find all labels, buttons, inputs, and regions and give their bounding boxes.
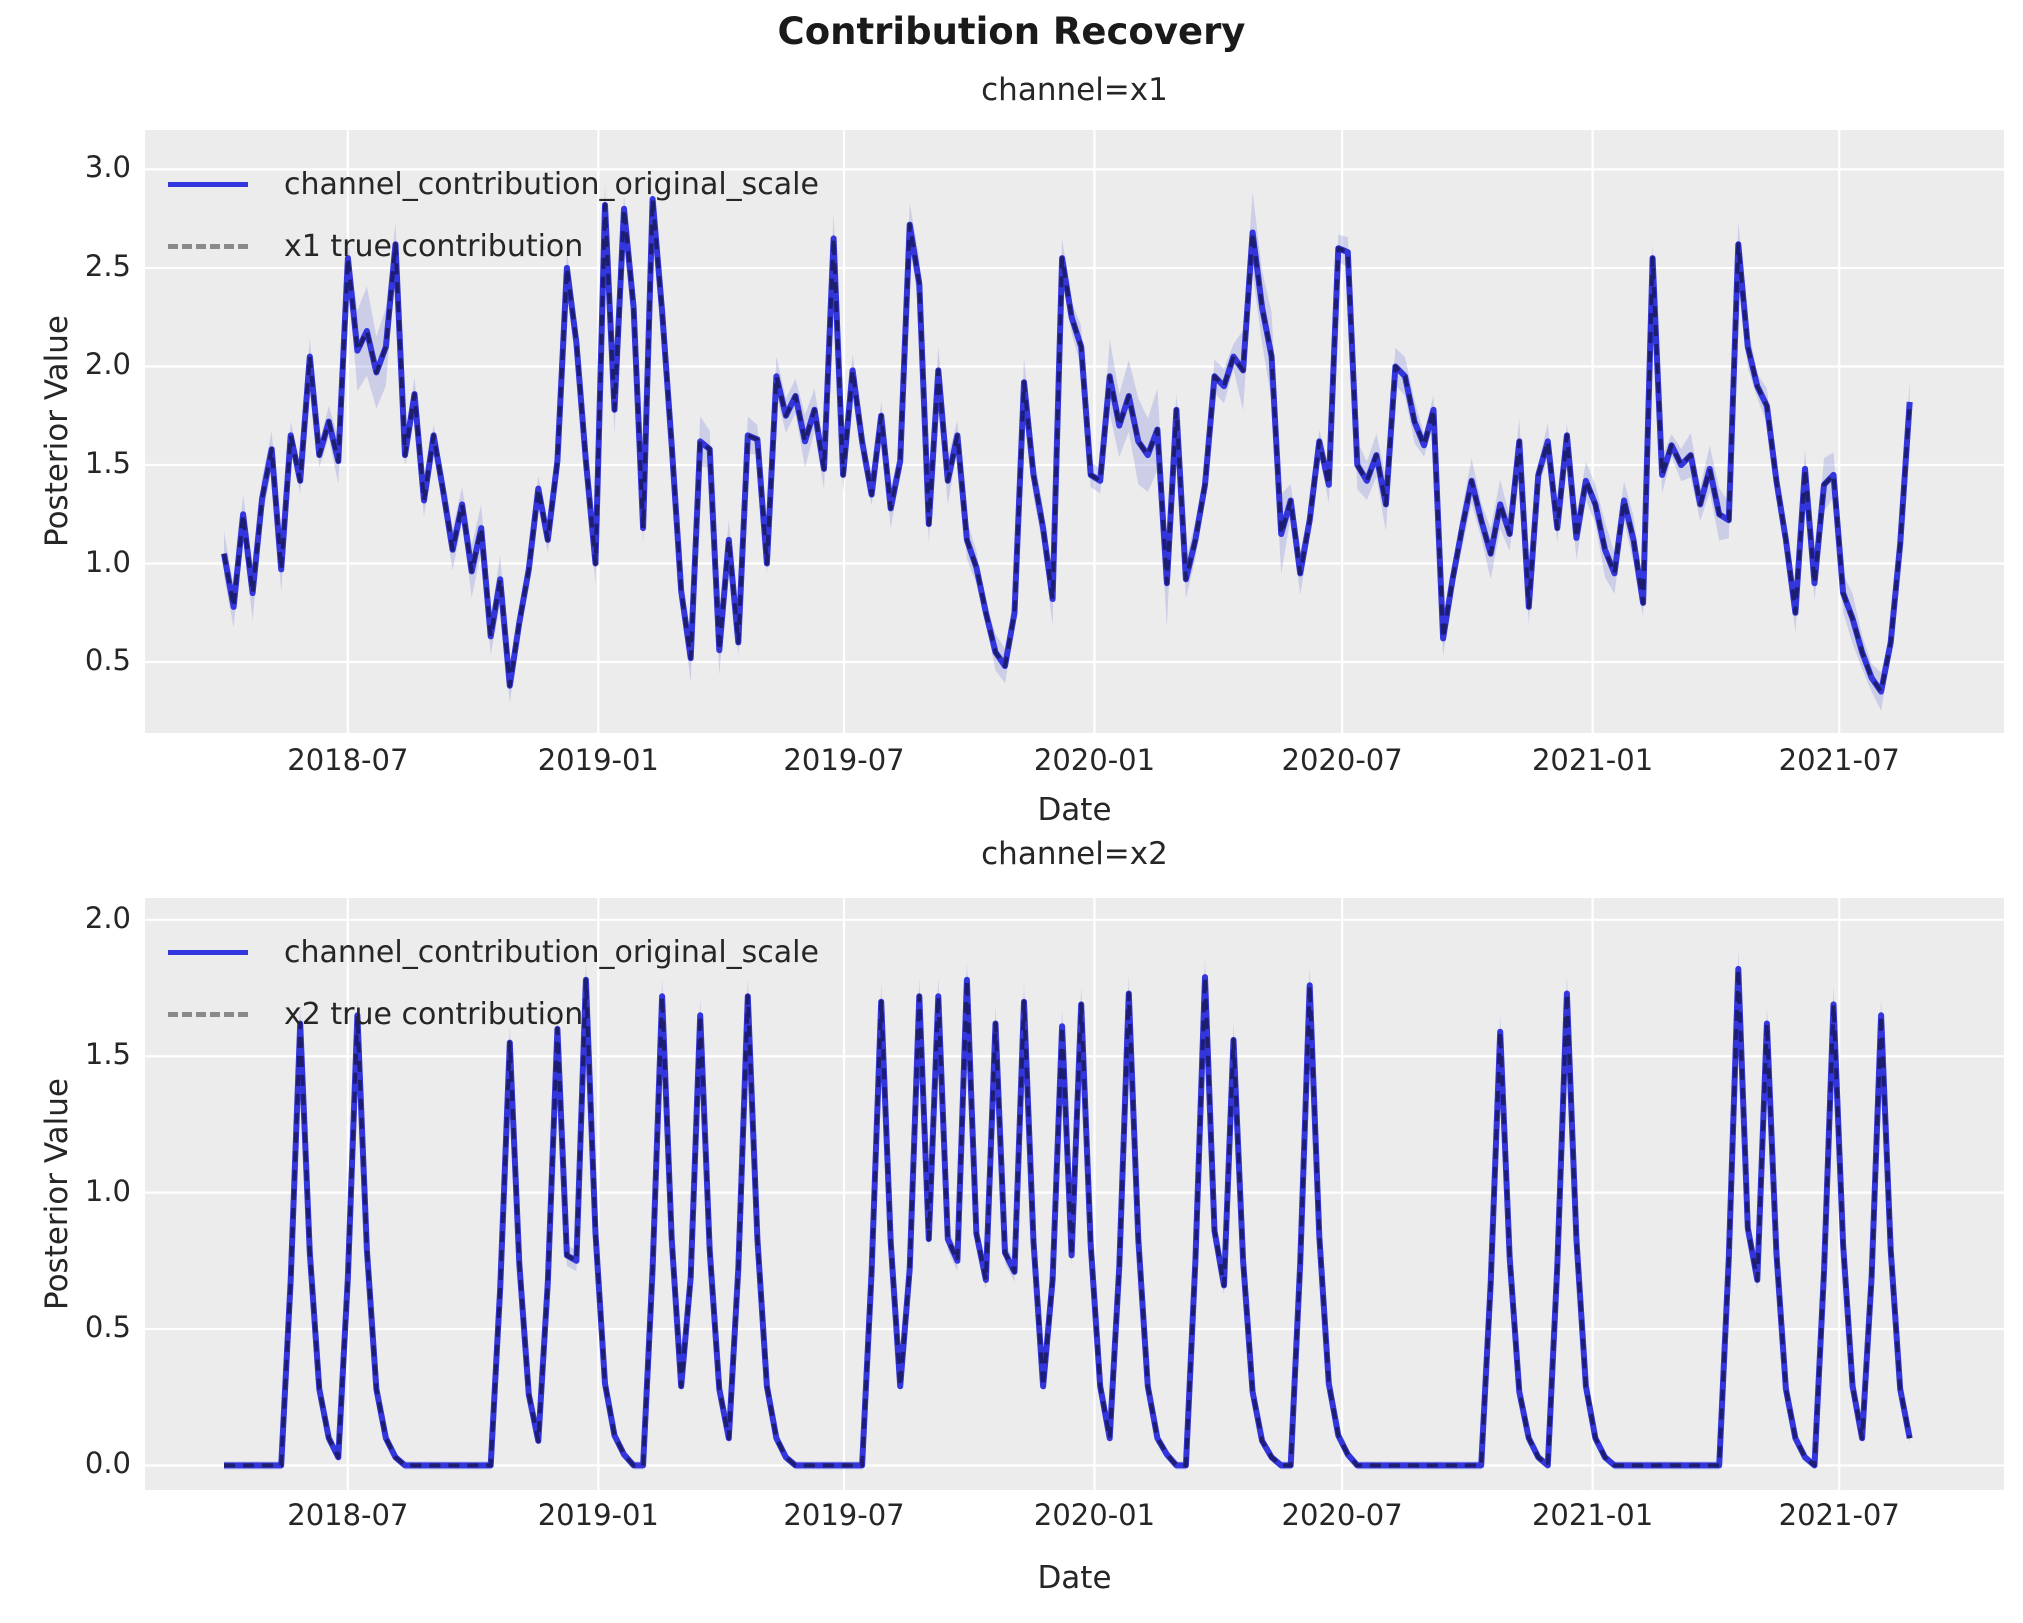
x-tick-label: 2021-07 (1778, 743, 1900, 777)
legend-entry-posterior-x2: channel_contribution_original_scale (168, 935, 819, 970)
y-tick-label: 0.5 (84, 643, 131, 678)
x-tick-label: 2018-07 (287, 743, 409, 777)
x-tick-label: 2019-07 (783, 743, 905, 777)
y-tick-label: 0.5 (84, 1310, 131, 1345)
x-tick-label: 2020-07 (1281, 743, 1403, 777)
x-tick-label: 2021-01 (1531, 1498, 1654, 1532)
x-tick-label: 2021-07 (1778, 1498, 1900, 1532)
figure-title: Contribution Recovery (777, 10, 1246, 53)
x-tick-label: 2019-01 (537, 1498, 659, 1532)
y-tick-label: 3.0 (84, 150, 131, 185)
x-tick-label: 2020-07 (1281, 1498, 1403, 1532)
legend-entry-true-x2: x2 true contribution (168, 997, 819, 1032)
y-tick-label: 1.5 (84, 446, 131, 480)
legend-line-solid-icon (168, 950, 248, 955)
plot-area-x2 (145, 898, 2004, 1490)
true-contribution-line (224, 966, 1912, 1468)
x-tick-label: 2021-01 (1531, 743, 1654, 777)
y-tick-label: 1.5 (84, 1037, 131, 1072)
legend-x1: channel_contribution_original_scale x1 t… (168, 167, 819, 264)
x-axis-label-x2: Date (1037, 1560, 1112, 1596)
legend-entry-true-x1: x1 true contribution (168, 229, 819, 264)
legend-label-true-x2: x2 true contribution (284, 997, 584, 1032)
x-tick-label: 2020-01 (1033, 743, 1156, 777)
subplot-title-x2: channel=x2 (981, 836, 1168, 872)
posterior-line (224, 965, 1913, 1469)
x-tick-label: 2020-01 (1033, 1498, 1156, 1532)
y-tick-label: 2.0 (84, 347, 131, 382)
y-tick-label: 2.0 (84, 900, 131, 935)
legend-label-posterior-x2: channel_contribution_original_scale (284, 935, 819, 970)
legend-label-posterior-x1: channel_contribution_original_scale (284, 167, 819, 202)
y-tick-label: 0.0 (84, 1446, 131, 1481)
legend-line-dashed-icon (168, 1012, 248, 1017)
x-tick-label: 2018-07 (287, 1498, 409, 1532)
subplot-title-x1: channel=x1 (981, 72, 1168, 108)
legend-entry-posterior-x1: channel_contribution_original_scale (168, 167, 819, 202)
y-tick-label: 1.0 (84, 544, 131, 579)
posterior-line (221, 196, 1913, 695)
x-tick-label: 2019-07 (783, 1498, 905, 1532)
x-tick-label: 2019-01 (537, 743, 659, 777)
y-tick-label: 1.0 (84, 1173, 131, 1208)
x-axis-label-x1: Date (1037, 792, 1112, 828)
plot-area-x1 (145, 130, 2004, 733)
legend-line-solid-icon (168, 182, 248, 187)
true-contribution-line (222, 197, 1912, 694)
legend-x2: channel_contribution_original_scale x2 t… (168, 935, 819, 1032)
y-tick-label: 2.5 (84, 248, 131, 283)
legend-line-dashed-icon (168, 244, 248, 249)
legend-label-true-x1: x1 true contribution (284, 229, 584, 264)
